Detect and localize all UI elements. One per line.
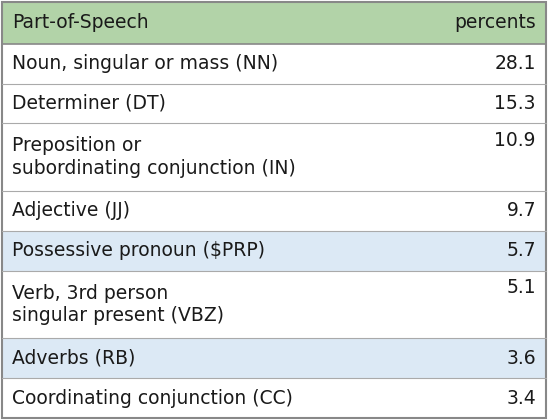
Text: 15.3: 15.3 [494, 94, 536, 113]
Bar [2, 270, 546, 339]
Text: percents: percents [454, 13, 536, 32]
Text: 3.6: 3.6 [506, 349, 536, 368]
Bar [2, 44, 546, 84]
Text: Preposition or
subordinating conjunction (IN): Preposition or subordinating conjunction… [12, 136, 296, 178]
Bar [2, 84, 546, 123]
Text: Adjective (JJ): Adjective (JJ) [12, 202, 130, 220]
Bar [2, 378, 546, 418]
Bar [2, 339, 546, 378]
Text: Part-of-Speech: Part-of-Speech [12, 13, 149, 32]
Text: 3.4: 3.4 [506, 388, 536, 407]
Text: Noun, singular or mass (NN): Noun, singular or mass (NN) [12, 54, 278, 73]
Text: 10.9: 10.9 [494, 131, 536, 150]
Text: Determiner (DT): Determiner (DT) [12, 94, 166, 113]
Bar [2, 231, 546, 270]
Text: 9.7: 9.7 [506, 202, 536, 220]
Text: 28.1: 28.1 [494, 54, 536, 73]
Bar [2, 123, 546, 191]
Bar [2, 2, 546, 44]
Bar [2, 191, 546, 231]
Text: 5.1: 5.1 [506, 278, 536, 297]
Text: 5.7: 5.7 [506, 241, 536, 260]
Text: Adverbs (RB): Adverbs (RB) [12, 349, 135, 368]
Text: Verb, 3rd person
singular present (VBZ): Verb, 3rd person singular present (VBZ) [12, 284, 224, 326]
Text: Possessive pronoun ($PRP): Possessive pronoun ($PRP) [12, 241, 265, 260]
Text: Coordinating conjunction (CC): Coordinating conjunction (CC) [12, 388, 293, 407]
